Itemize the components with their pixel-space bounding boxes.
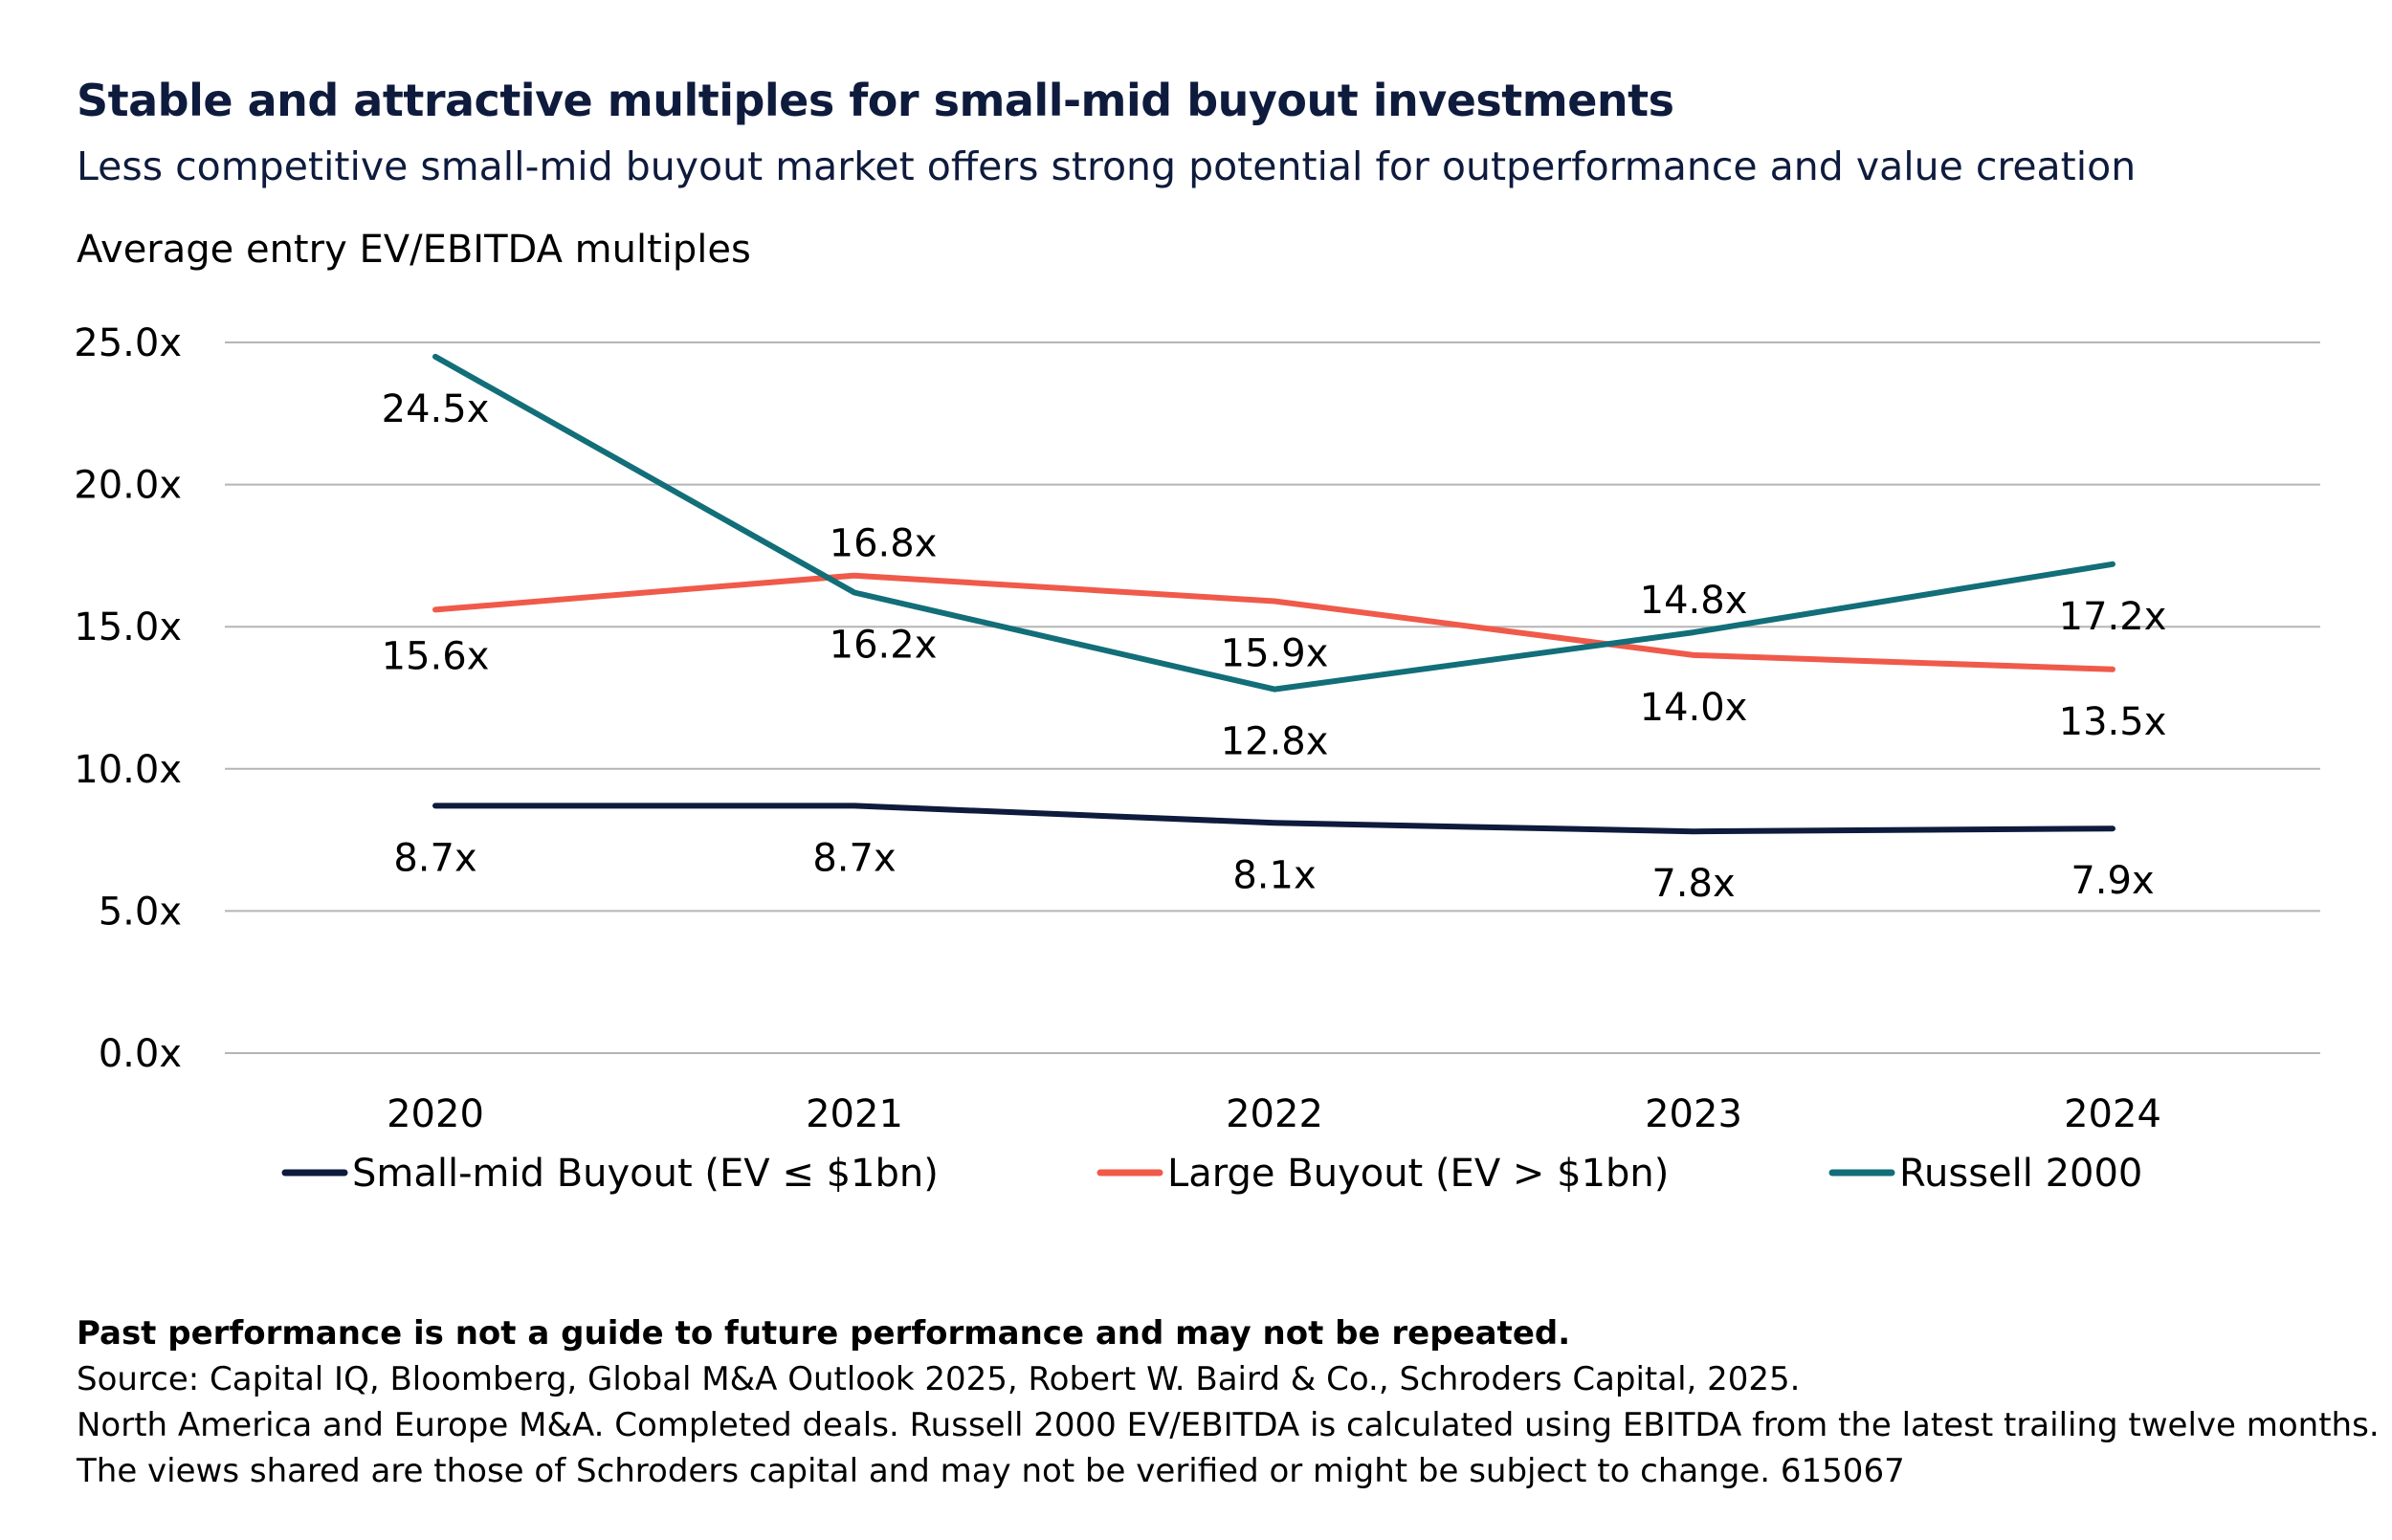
data-label: 8.7x — [393, 836, 476, 880]
data-label: 8.1x — [1232, 853, 1316, 897]
data-label: 14.0x — [1640, 686, 1748, 730]
series-line-1 — [432, 803, 2115, 835]
x-tick-label: 2022 — [1226, 1092, 1323, 1136]
data-label: 15.6x — [382, 634, 490, 678]
data-label: 15.9x — [1221, 631, 1329, 675]
y-axis-label: Average entry EV/EBITDA multiples — [77, 228, 751, 272]
chart-title: Stable and attractive multiples for smal… — [77, 75, 1674, 126]
data-label: 24.5x — [382, 387, 490, 431]
views-text: The views shared are those of Schroders … — [77, 1452, 1905, 1490]
footnotes: Past performance is not a guide to futur… — [77, 1310, 2380, 1494]
data-label: 14.8x — [1640, 579, 1748, 623]
legend-label: Small-mid Buyout (EV ≤ $1bn) — [352, 1152, 939, 1196]
data-label: 7.8x — [1651, 862, 1735, 906]
data-label: 13.5x — [2059, 700, 2167, 744]
y-tick-label: 5.0x — [99, 890, 182, 934]
data-label: 16.2x — [830, 624, 938, 668]
y-tick-label: 20.0x — [74, 464, 182, 508]
y-tick-label: 15.0x — [74, 605, 182, 649]
chart-subtitle: Less competitive small-mid buyout market… — [77, 143, 2137, 189]
x-tick-label: 2020 — [387, 1092, 484, 1136]
legend-label: Large Buyout (EV > $1bn) — [1167, 1152, 1669, 1196]
y-axis-ticks: 0.0x 5.0x 10.0x 15.0x 20.0x 25.0x — [74, 321, 182, 1076]
series-line-2 — [432, 572, 2115, 672]
data-label: 7.9x — [2071, 859, 2154, 903]
legend: Small-mid Buyout (EV ≤ $1bn) Large Buyout… — [281, 1152, 2142, 1196]
y-tick-label: 10.0x — [74, 748, 182, 792]
data-label: 17.2x — [2059, 595, 2167, 639]
data-label: 8.7x — [812, 836, 896, 880]
x-axis-ticks: 2020 2021 2022 2023 2024 — [387, 1092, 2161, 1136]
gridlines — [225, 341, 2320, 1054]
disclaimer-text: Past performance is not a guide to futur… — [77, 1314, 1571, 1353]
series-lines — [432, 353, 2115, 835]
x-tick-label: 2023 — [1645, 1092, 1742, 1136]
x-tick-label: 2024 — [2064, 1092, 2161, 1136]
note-text: North America and Europe M&A. Completed … — [77, 1406, 2380, 1444]
data-labels: 8.7x 8.7x 8.1x 7.8x 7.9x 15.6x 16.8x 15.9x 14.0x… — [382, 387, 2167, 906]
data-label: 12.8x — [1221, 720, 1329, 764]
series-line-3 — [432, 353, 2115, 693]
source-text: Source: Capital IQ, Bloomberg, Global M&… — [77, 1360, 1801, 1398]
y-tick-label: 0.0x — [99, 1032, 182, 1076]
x-tick-label: 2021 — [806, 1092, 903, 1136]
legend-label: Russell 2000 — [1899, 1152, 2142, 1196]
data-label: 16.8x — [830, 522, 938, 566]
y-tick-label: 25.0x — [74, 321, 182, 365]
